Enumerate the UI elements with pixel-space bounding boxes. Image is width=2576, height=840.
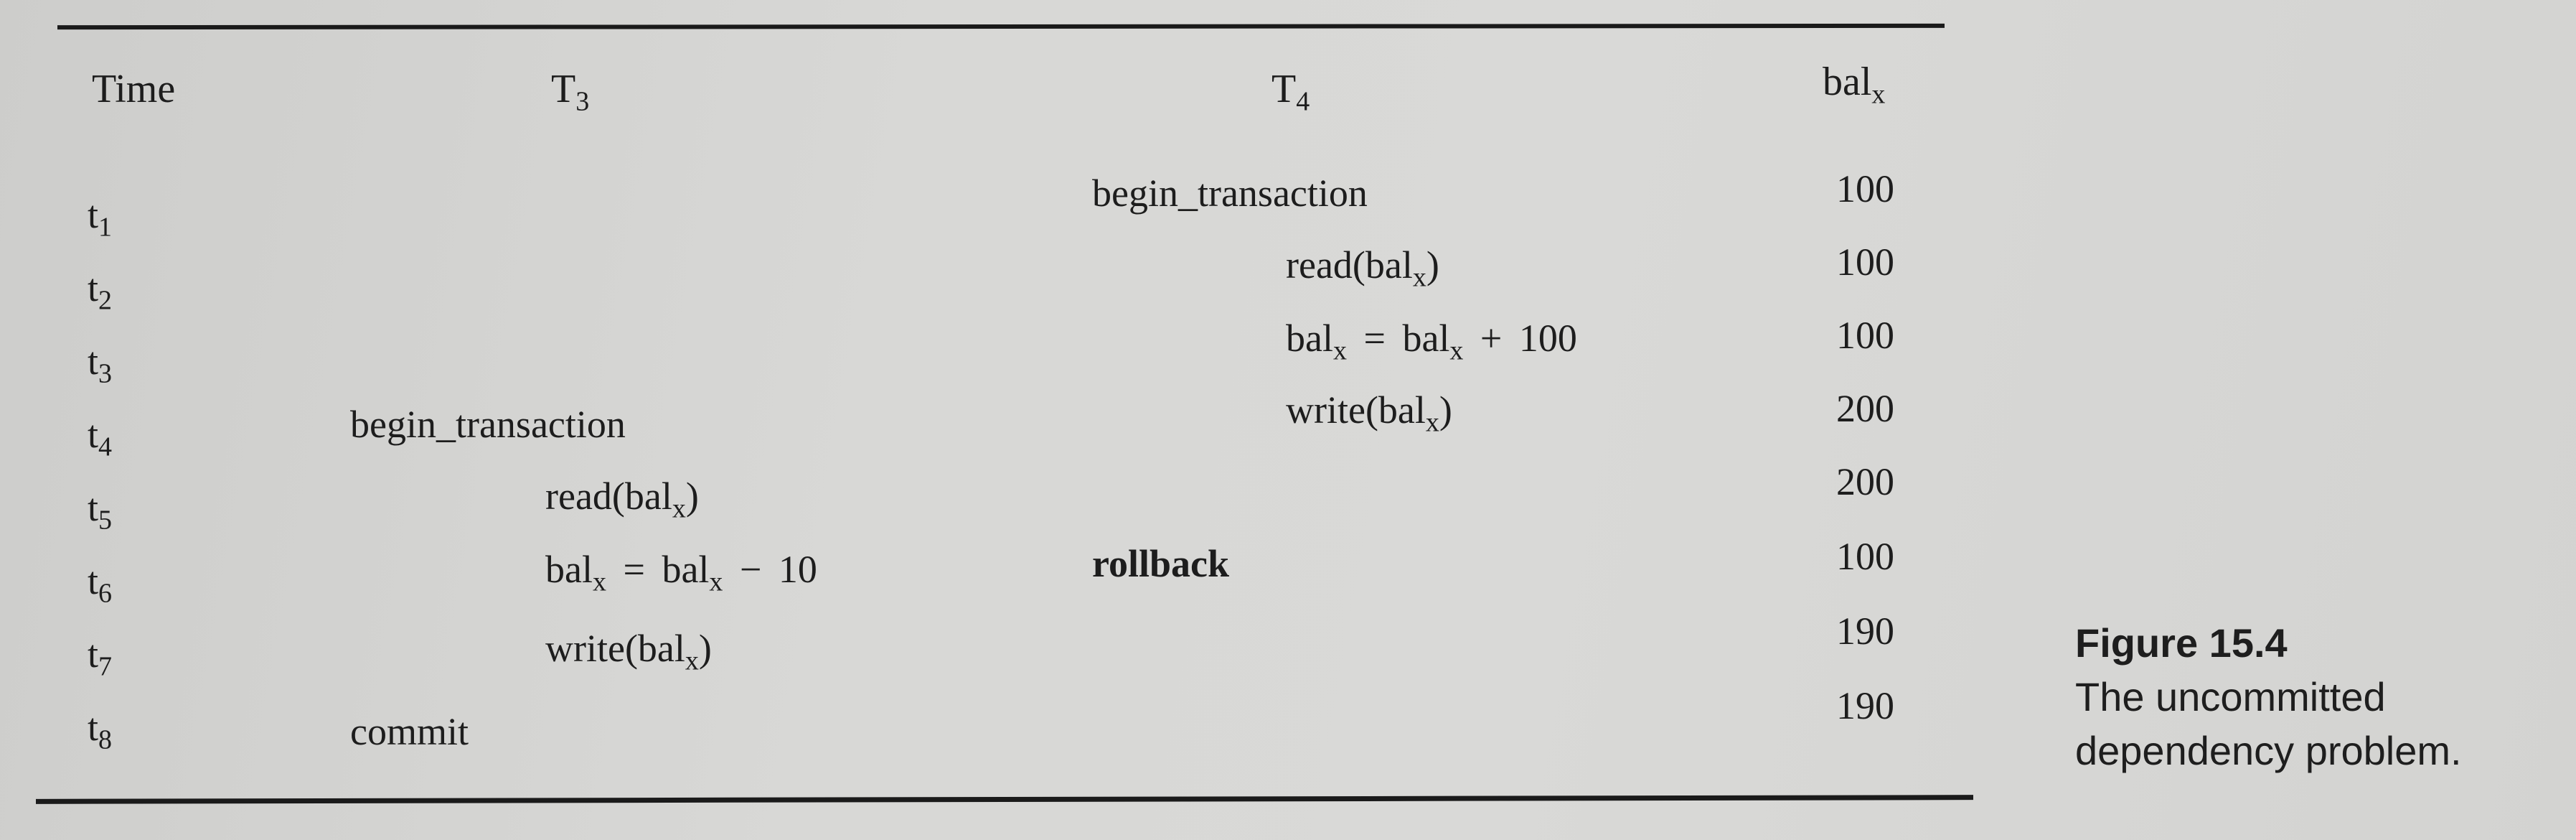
time-t6: t6 xyxy=(88,559,112,607)
header-balx-label: bal xyxy=(1823,60,1872,104)
t3-commit: commit xyxy=(350,710,469,753)
bottom-rule xyxy=(35,795,1974,804)
header-time-label: Time xyxy=(92,67,176,111)
caption-line-2: dependency problem. xyxy=(2075,728,2462,774)
time-base: t xyxy=(88,413,99,456)
t4-write-pre: write(bal xyxy=(1286,388,1426,431)
header-t3: T3 xyxy=(551,67,589,115)
t3-read-balx: read(balx) xyxy=(545,475,699,522)
header-t3-label: T xyxy=(551,67,576,111)
balx-t2: 100 xyxy=(1836,241,1894,284)
t4-read-post: ) xyxy=(1426,243,1439,286)
t4-read-sub: x xyxy=(1412,262,1426,293)
time-t2: t2 xyxy=(88,266,112,314)
header-t3-sub: 3 xyxy=(575,86,590,117)
t3-write-balx: write(balx) xyxy=(545,627,712,674)
balx-t1: 100 xyxy=(1836,167,1894,210)
t4-write-sub: x xyxy=(1425,407,1439,438)
time-t8: t8 xyxy=(88,706,112,753)
time-t5: t5 xyxy=(88,486,112,533)
balx-t8: 190 xyxy=(1836,684,1894,727)
time-t1: t1 xyxy=(88,193,112,241)
header-balx-sub: x xyxy=(1871,79,1886,110)
time-base: t xyxy=(88,266,99,309)
time-base: t xyxy=(88,193,99,236)
balx-t3: 100 xyxy=(1836,314,1894,357)
t3-expr-mid: = bal xyxy=(606,548,710,591)
t4-expr-a: bal xyxy=(1286,317,1333,360)
t4-expr-b-sub: x xyxy=(1449,335,1464,366)
time-t3: t3 xyxy=(88,340,112,387)
t3-balx-minus-10: balx = balx − 10 xyxy=(545,548,817,595)
t4-expr-post: + 100 xyxy=(1463,317,1577,360)
header-balx: balx xyxy=(1823,60,1885,108)
time-base: t xyxy=(88,559,99,602)
t4-read-balx: read(balx) xyxy=(1286,243,1439,291)
t3-expr-b-sub: x xyxy=(709,566,723,597)
time-base: t xyxy=(88,486,99,529)
time-sub: 6 xyxy=(98,578,113,609)
balx-t4: 200 xyxy=(1836,387,1894,430)
time-base: t xyxy=(88,633,99,676)
time-sub: 2 xyxy=(98,285,113,316)
t3-expr-a-sub: x xyxy=(592,566,606,597)
header-time: Time xyxy=(92,69,175,109)
time-sub: 3 xyxy=(98,358,113,389)
time-sub: 8 xyxy=(98,724,113,755)
balx-t6: 100 xyxy=(1836,535,1894,578)
t3-write-post: ) xyxy=(698,627,712,670)
caption-title: Figure 15.4 xyxy=(2075,620,2288,666)
header-t4-label: T xyxy=(1271,67,1297,111)
header-t4-sub: 4 xyxy=(1296,86,1310,117)
figure-caption: Figure 15.4 The uncommitted dependency p… xyxy=(2075,617,2462,778)
time-t4: t4 xyxy=(88,413,112,460)
t4-expr-a-sub: x xyxy=(1332,335,1347,366)
time-sub: 1 xyxy=(98,212,113,243)
t4-expr-mid: = bal xyxy=(1346,317,1450,360)
t3-write-sub: x xyxy=(685,645,699,676)
time-t7: t7 xyxy=(88,633,112,680)
header-t4: T4 xyxy=(1271,67,1310,115)
t3-read-pre: read(bal xyxy=(545,475,672,518)
t4-begin-transaction: begin_transaction xyxy=(1092,172,1368,215)
t3-read-sub: x xyxy=(672,493,686,524)
t3-expr-a: bal xyxy=(545,548,593,591)
t3-read-post: ) xyxy=(685,475,699,518)
t4-write-post: ) xyxy=(1439,388,1452,431)
top-rule xyxy=(57,23,1945,30)
t3-begin-transaction: begin_transaction xyxy=(350,403,626,446)
balx-t7: 190 xyxy=(1836,610,1894,653)
t4-read-pre: read(bal xyxy=(1286,243,1413,286)
caption-line-1: The uncommitted xyxy=(2075,673,2386,719)
t3-write-pre: write(bal xyxy=(545,627,685,670)
time-sub: 5 xyxy=(98,505,113,536)
time-sub: 7 xyxy=(98,651,113,682)
t4-write-balx: write(balx) xyxy=(1286,388,1452,436)
balx-t5: 200 xyxy=(1836,460,1894,503)
t4-balx-plus-100: balx = balx + 100 xyxy=(1286,317,1577,364)
t4-rollback: rollback xyxy=(1092,542,1230,585)
time-base: t xyxy=(88,340,99,383)
time-sub: 4 xyxy=(98,431,113,462)
time-base: t xyxy=(88,706,99,749)
t3-expr-post: − 10 xyxy=(723,548,817,591)
